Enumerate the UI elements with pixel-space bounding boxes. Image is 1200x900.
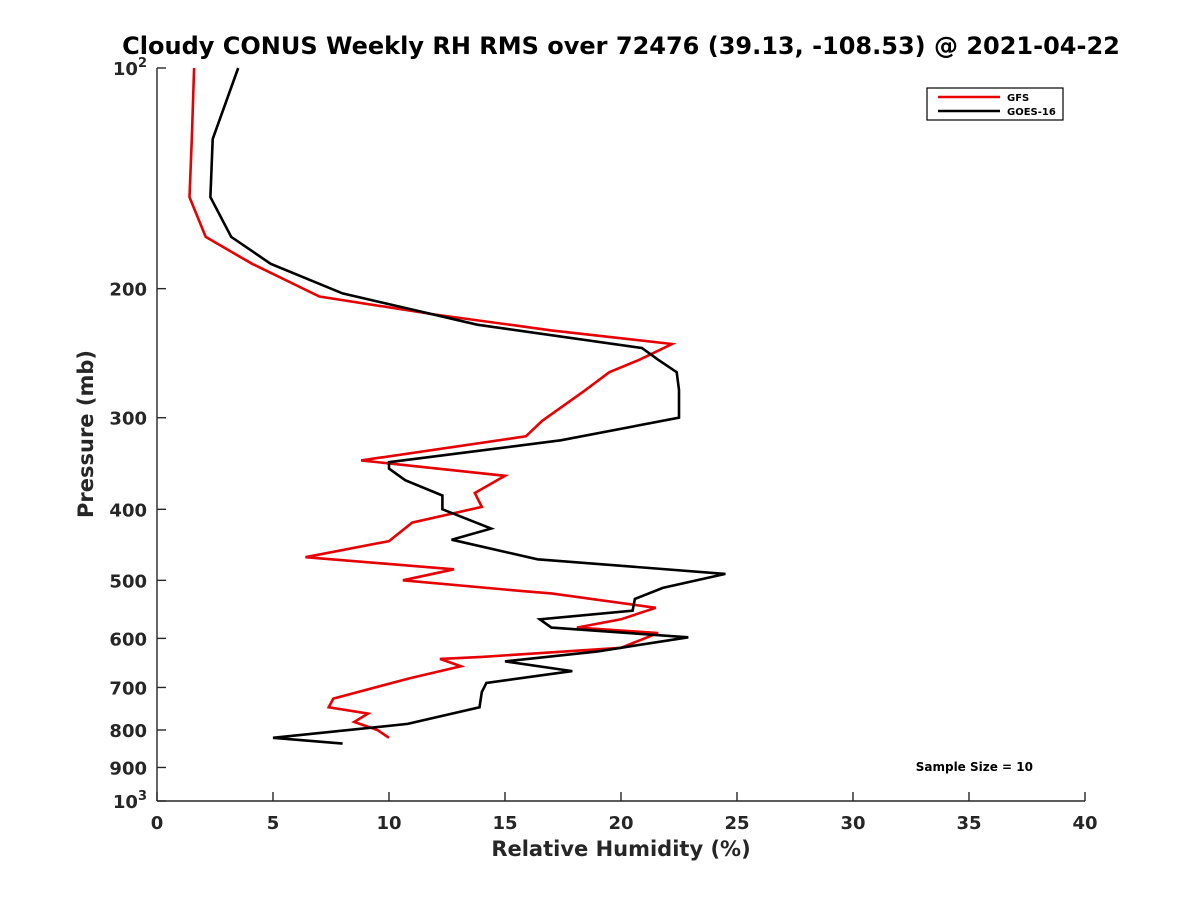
y-tick-label: 103 bbox=[113, 789, 147, 813]
x-tick-label: 5 bbox=[267, 813, 280, 834]
y-tick-label: 102 bbox=[113, 56, 147, 80]
legend-label-gfs: GFS bbox=[1007, 93, 1029, 104]
x-tick-label: 35 bbox=[956, 813, 981, 834]
x-axis-label: Relative Humidity (%) bbox=[491, 837, 750, 861]
y-tick-label: 500 bbox=[109, 571, 147, 592]
y-tick-label: 300 bbox=[109, 409, 147, 430]
chart-title: Cloudy CONUS Weekly RH RMS over 72476 (3… bbox=[122, 32, 1120, 60]
x-tick-label: 0 bbox=[151, 813, 164, 834]
sample-size-annotation: Sample Size = 10 bbox=[916, 760, 1033, 774]
x-tick-label: 30 bbox=[840, 813, 865, 834]
legend: GFS GOES-16 bbox=[926, 87, 1064, 121]
x-ticks: 0 5 10 15 20 25 30 35 40 bbox=[151, 792, 1098, 834]
y-ticks: 102 200 300 400 500 600 700 800 900 103 bbox=[109, 56, 166, 813]
x-tick-label: 25 bbox=[724, 813, 749, 834]
legend-label-goes16: GOES-16 bbox=[1007, 107, 1056, 118]
plot-area bbox=[157, 68, 1085, 801]
y-tick-label: 400 bbox=[109, 500, 147, 521]
series-line-gfs bbox=[188, 67, 677, 739]
y-tick-label: 700 bbox=[109, 678, 147, 699]
y-axis-label: Pressure (mb) bbox=[74, 350, 98, 518]
x-tick-label: 15 bbox=[492, 813, 517, 834]
y-tick-label: 200 bbox=[109, 280, 147, 301]
y-tick-label: 900 bbox=[109, 758, 147, 779]
series-line-goes-16 bbox=[209, 67, 726, 745]
y-tick-label: 800 bbox=[109, 721, 147, 742]
x-tick-label: 20 bbox=[608, 813, 633, 834]
x-tick-label: 40 bbox=[1072, 813, 1097, 834]
legend-box bbox=[926, 87, 1064, 121]
series-layer bbox=[188, 67, 726, 745]
y-tick-label: 600 bbox=[109, 629, 147, 650]
x-tick-label: 10 bbox=[376, 813, 401, 834]
